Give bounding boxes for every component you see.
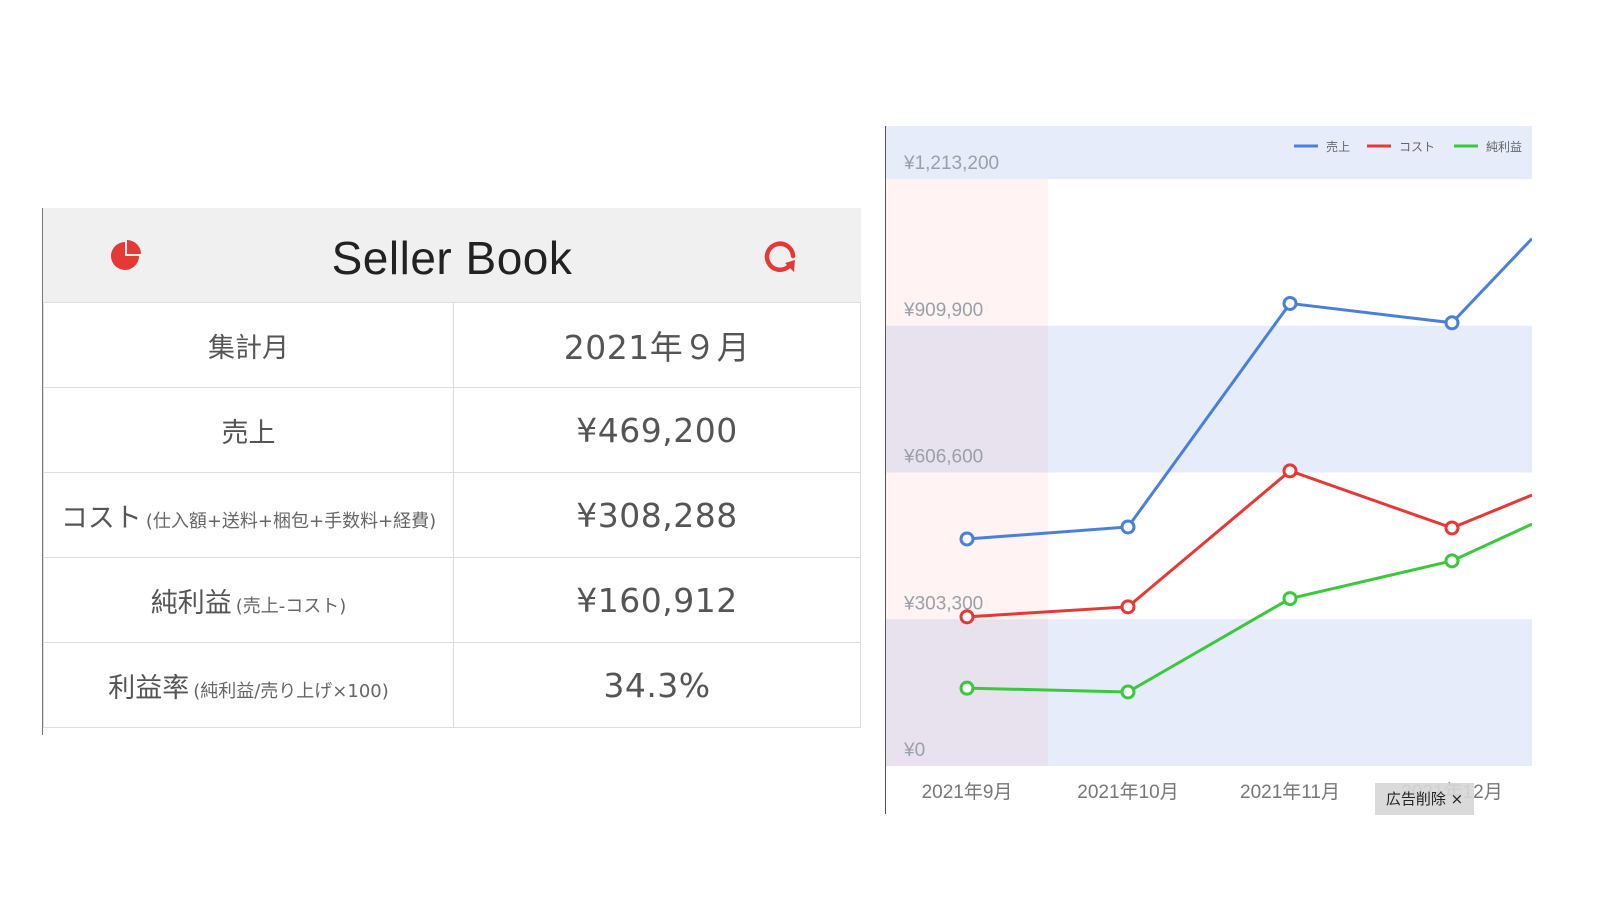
row-label-text: 純利益	[150, 587, 232, 619]
x-tick-label: 2021年10月	[1077, 781, 1178, 803]
legend-label: コスト	[1399, 140, 1435, 154]
row-value-sales: ¥469,200	[453, 387, 861, 473]
refresh-icon[interactable]	[761, 236, 801, 276]
row-value-margin: 34.3%	[453, 642, 861, 728]
row-value-cost: ¥308,288	[453, 472, 861, 558]
row-label-note: (売上-コスト)	[235, 595, 347, 617]
legend-label: 純利益	[1486, 140, 1522, 154]
table-row-profit: 純利益 (売上-コスト) ¥160,912	[43, 557, 861, 643]
data-point	[1120, 684, 1136, 700]
data-point	[1444, 520, 1460, 536]
data-point	[1282, 591, 1298, 607]
data-point	[1444, 553, 1460, 569]
pie-chart-icon[interactable]	[105, 236, 145, 276]
app-header: Seller Book	[43, 208, 861, 303]
data-point	[1282, 463, 1298, 479]
data-point	[1444, 315, 1460, 331]
row-label-note: (純利益/売り上げ×100)	[193, 680, 389, 702]
row-value-profit: ¥160,912	[453, 557, 861, 643]
row-label: コスト (仕入額+送料+梱包+手数料+経費)	[43, 472, 454, 558]
y-tick-label: ¥303,300	[903, 593, 983, 614]
row-label-text: 集計月	[208, 332, 289, 364]
data-point	[959, 609, 975, 625]
y-tick-label: ¥606,600	[903, 447, 983, 468]
row-label: 純利益 (売上-コスト)	[43, 557, 454, 643]
y-tick-label: ¥909,900	[903, 300, 983, 321]
row-label-note: (仕入額+送料+梱包+手数料+経費)	[145, 510, 437, 532]
summary-table: 集計月 2021年９月 売上 ¥469,200 コスト (仕入額+送料+梱包+手数…	[43, 302, 861, 728]
row-label: 利益率 (純利益/売り上げ×100)	[43, 642, 454, 728]
data-point	[959, 680, 975, 696]
selected-month-highlight	[886, 179, 1048, 766]
x-tick-label: 2021年9月	[922, 781, 1013, 803]
remove-ads-button[interactable]: 広告削除 ×	[1375, 783, 1474, 815]
row-value-month: 2021年９月	[453, 302, 861, 388]
seller-book-panel: Seller Book 集計月 2021年９月 売上 ¥469,200 コスト(…	[42, 208, 861, 735]
y-tick-label: ¥0	[903, 740, 925, 761]
chart-panel: ¥1,213,200 ¥909,900 ¥606,600 ¥303,300 ¥0 2021…	[885, 126, 1532, 815]
row-label: 売上	[43, 387, 454, 473]
table-row-margin: 利益率 (純利益/売り上げ×100) 34.3%	[43, 642, 861, 728]
chart-band	[886, 325, 1532, 473]
row-label-text: 利益率	[108, 672, 190, 704]
legend-label: 売上	[1326, 139, 1350, 154]
chart-band	[886, 179, 1532, 326]
x-tick-label: 2021年11月	[1240, 781, 1340, 803]
chart-band	[886, 126, 1532, 179]
data-point	[1282, 295, 1298, 311]
data-point	[959, 531, 975, 547]
row-label-text: コスト	[60, 502, 142, 534]
row-label-text: 売上	[221, 417, 276, 449]
row-label: 集計月	[43, 302, 454, 388]
data-point	[1120, 599, 1136, 615]
table-row-sales: 売上 ¥469,200	[43, 387, 861, 473]
chart-band	[886, 472, 1532, 620]
y-tick-label: ¥1,213,200	[903, 153, 999, 174]
table-row-cost: コスト (仕入額+送料+梱包+手数料+経費) ¥308,288	[43, 472, 861, 558]
table-row-month: 集計月 2021年９月	[43, 302, 861, 388]
app-title: Seller Book	[331, 232, 573, 284]
line-chart: ¥1,213,200 ¥909,900 ¥606,600 ¥303,300 ¥0 2021…	[886, 126, 1532, 803]
data-point	[1120, 519, 1136, 535]
